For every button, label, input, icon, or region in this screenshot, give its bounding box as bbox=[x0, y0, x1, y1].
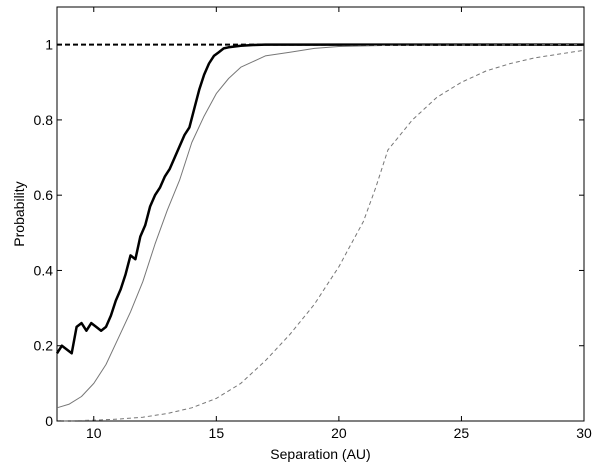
x-tick-label-10: 10 bbox=[86, 425, 102, 441]
plot-area bbox=[56, 6, 585, 422]
series-line-1-thick-solid bbox=[55, 43, 584, 355]
x-tick-label-15: 15 bbox=[209, 425, 225, 441]
series-layer bbox=[55, 43, 585, 422]
y-tick-label-0: 0 bbox=[45, 413, 53, 429]
y-axis-title: Probability bbox=[11, 181, 27, 246]
y-tick-label-0.2: 0.2 bbox=[34, 338, 54, 354]
y-tick-label-1: 1 bbox=[45, 37, 53, 53]
y-tick-label-0.8: 0.8 bbox=[34, 112, 54, 128]
ticks-layer: 10 15 20 25 30 0 0.2 0.4 0.6 0.8 1 bbox=[34, 7, 592, 441]
x-tick-label-30: 30 bbox=[576, 425, 592, 441]
x-tick-label-25: 25 bbox=[454, 425, 470, 441]
x-axis-title: Separation (AU) bbox=[270, 446, 370, 462]
series-line-2-thin-solid bbox=[56, 44, 585, 409]
series-line-3-dashed bbox=[56, 49, 585, 422]
x-tick-label-20: 20 bbox=[331, 425, 347, 441]
y-tick-label-0.6: 0.6 bbox=[34, 187, 54, 203]
y-tick-label-0.4: 0.4 bbox=[34, 262, 54, 278]
